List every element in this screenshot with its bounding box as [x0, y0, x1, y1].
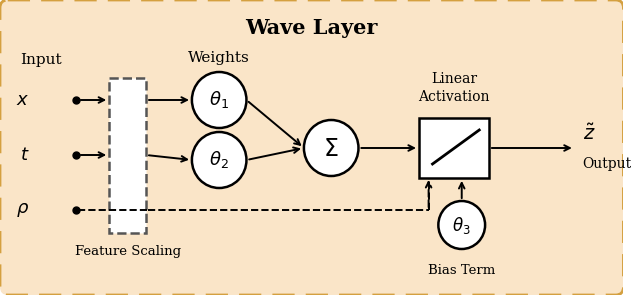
Bar	[109, 78, 146, 233]
Text: $\rho$: $\rho$	[16, 201, 29, 219]
Text: Output: Output	[582, 157, 632, 171]
Text: Bias Term: Bias Term	[428, 263, 495, 276]
Text: Weights: Weights	[188, 51, 250, 65]
Bar	[419, 118, 489, 178]
Text: $\theta_3$: $\theta_3$	[452, 214, 471, 235]
Circle shape	[192, 72, 246, 128]
Text: $\tilde{z}$: $\tilde{z}$	[582, 124, 595, 144]
Circle shape	[438, 201, 485, 249]
Text: $t$: $t$	[20, 146, 29, 164]
Text: $\theta_1$: $\theta_1$	[209, 89, 229, 111]
Text: $x$: $x$	[16, 91, 29, 109]
Text: $\Sigma$: $\Sigma$	[323, 137, 339, 160]
Text: Input: Input	[20, 53, 61, 67]
FancyBboxPatch shape	[0, 0, 623, 295]
Text: Wave Layer: Wave Layer	[246, 18, 378, 38]
Text: $\theta_2$: $\theta_2$	[209, 150, 229, 171]
Circle shape	[304, 120, 358, 176]
Circle shape	[192, 132, 246, 188]
Text: Linear
Activation: Linear Activation	[418, 72, 490, 104]
Text: Feature Scaling: Feature Scaling	[74, 245, 180, 258]
